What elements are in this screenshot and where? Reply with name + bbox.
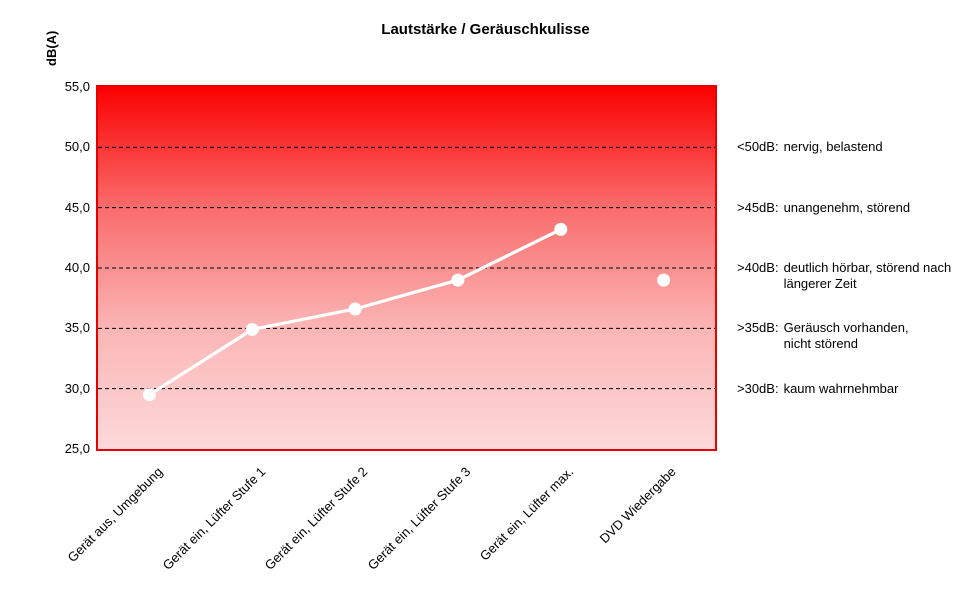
- data-point: [451, 273, 465, 287]
- db-annotation-threshold: >40dB:: [737, 260, 779, 275]
- chart-title: Lautstärke / Geräuschkulisse: [381, 21, 590, 38]
- y-tick-label: 50,0: [64, 139, 90, 155]
- x-category-label: Gerät ein, Lüfter Stufe 1: [159, 464, 268, 573]
- x-category-label: DVD Wiedergabe: [597, 464, 680, 547]
- db-annotation: >30dB: kaum wahrnehmbar: [737, 381, 898, 397]
- data-point: [348, 302, 362, 316]
- x-category-label: Gerät ein, Lüfter Stufe 2: [261, 464, 371, 573]
- db-annotation-text: nervig, belastend: [783, 139, 883, 155]
- x-category-label: Gerät ein, Lüfter max.: [476, 464, 577, 564]
- y-axis-title: dB(A): [44, 30, 59, 66]
- db-annotation: >45dB: unangenehm, störend: [737, 200, 910, 216]
- plot-area: [96, 85, 717, 451]
- x-category-label: Gerät ein, Lüfter Stufe 3: [364, 464, 474, 573]
- db-annotation-threshold: >30dB:: [737, 380, 779, 396]
- y-tick-label: 45,0: [64, 199, 90, 215]
- y-tick-label: 40,0: [64, 260, 90, 275]
- y-tick-label: 25,0: [64, 441, 90, 456]
- db-annotation-text: deutlich hörbar, störend nach längerer Ze…: [783, 260, 952, 291]
- db-annotation: >35dB: Geräusch vorhanden, nicht störend: [737, 320, 909, 352]
- y-tick-label: 55,0: [64, 79, 90, 94]
- y-tick-label: 35,0: [64, 320, 90, 336]
- db-annotation-text: Geräusch vorhanden, nicht störend: [783, 320, 909, 352]
- x-category-label: Gerät aus, Umgebung: [63, 464, 166, 566]
- db-annotation-threshold: >35dB:: [737, 320, 779, 336]
- db-annotation-threshold: >45dB:: [737, 199, 779, 215]
- db-annotation-text: kaum wahrnehmbar: [783, 380, 899, 396]
- y-tick-label: 30,0: [64, 380, 90, 396]
- series-plot: [98, 146, 715, 402]
- db-annotation: <50dB: nervig, belastend: [737, 139, 883, 155]
- data-point: [554, 222, 568, 236]
- db-annotation-text: unangenehm, störend: [783, 199, 911, 215]
- db-annotation: >40dB: deutlich hörbar, störend nach länge…: [737, 260, 951, 292]
- db-annotation-threshold: <50dB:: [737, 139, 779, 155]
- data-point: [657, 273, 671, 287]
- data-point: [142, 388, 156, 402]
- data-point: [245, 323, 259, 336]
